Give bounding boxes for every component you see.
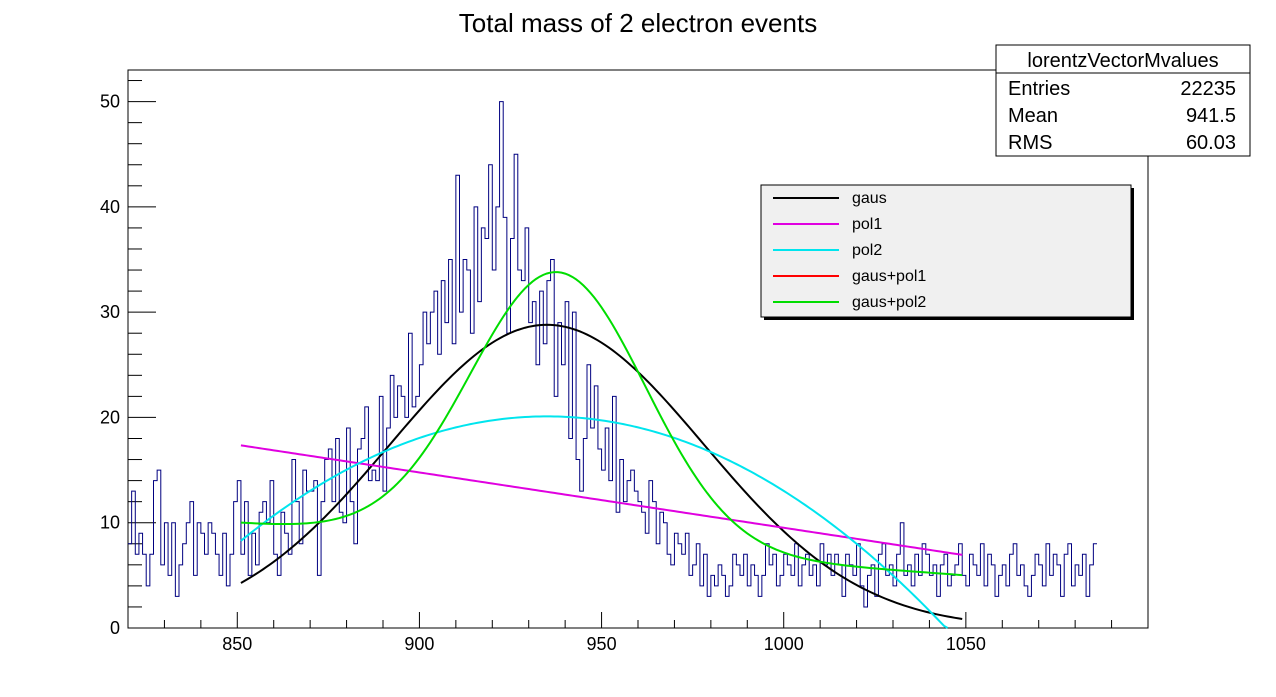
- x-tick-label: 900: [404, 634, 434, 654]
- fit-curve-gaus: [240, 323, 963, 620]
- stats-row-label: RMS: [1008, 132, 1052, 154]
- stats-row-value: 941.5: [1186, 105, 1236, 127]
- fit-curve-pol1: [240, 444, 963, 556]
- legend-entry: pol2: [852, 242, 882, 259]
- legend-entry: gaus+pol2: [852, 294, 926, 311]
- stats-row-value: 22235: [1180, 78, 1236, 100]
- y-tick-label: 0: [110, 618, 120, 638]
- x-tick-label: 850: [222, 634, 252, 654]
- x-tick-label: 1000: [764, 634, 804, 654]
- x-tick-label: 1050: [946, 634, 986, 654]
- y-tick-label: 30: [100, 302, 120, 322]
- stats-box: lorentzVectorMvalues Entries 22235 Mean 941.…: [995, 44, 1251, 157]
- histogram-outline: [128, 101, 1097, 608]
- fit-curve-pol2: [240, 415, 949, 629]
- y-tick-label: 50: [100, 92, 120, 112]
- y-tick-label: 20: [100, 407, 120, 427]
- plot-axes: 850 900 950 1000 1050 0 10 20 30 40 50: [100, 69, 1149, 654]
- y-tick-label: 40: [100, 197, 120, 217]
- y-tick-label: 10: [100, 513, 120, 533]
- chart-title: Total mass of 2 electron events: [459, 8, 817, 38]
- legend-entry: gaus: [852, 190, 887, 207]
- stats-row-value: 60.03: [1186, 132, 1236, 154]
- histogram-series: [128, 101, 1097, 608]
- stats-box-title: lorentzVectorMvalues: [1027, 50, 1218, 72]
- x-tick-label: 950: [587, 634, 617, 654]
- stats-box-frame: [995, 44, 1251, 157]
- fit-curves: [240, 271, 963, 629]
- stats-row-label: Mean: [1008, 105, 1058, 127]
- stats-row-label: Entries: [1008, 78, 1070, 100]
- legend: gaus pol1 pol2 gaus+pol1 gaus+pol2: [760, 184, 1134, 320]
- legend-entry: pol1: [852, 216, 882, 233]
- fit-curve-gaus-pol2: [240, 271, 963, 577]
- legend-entry: gaus+pol1: [852, 268, 926, 285]
